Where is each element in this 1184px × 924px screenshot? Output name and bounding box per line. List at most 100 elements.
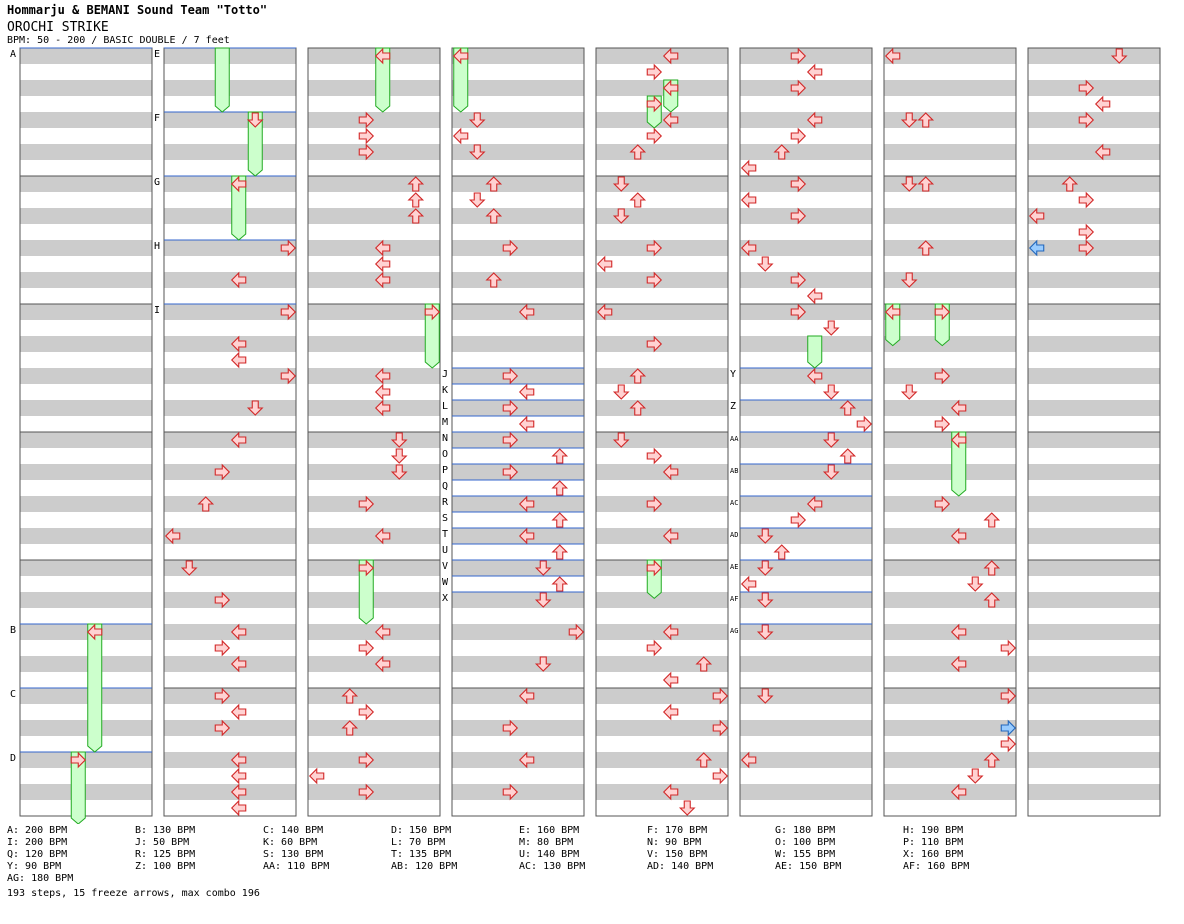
step-arrow xyxy=(485,272,503,288)
step-arrow xyxy=(534,592,552,608)
step-arrow xyxy=(983,560,1001,576)
step-arrow xyxy=(900,384,918,400)
step-arrow xyxy=(230,175,247,193)
step-arrow xyxy=(629,192,647,208)
beat-band xyxy=(596,48,728,64)
bpm-label: M xyxy=(442,417,448,428)
beat-band xyxy=(1028,400,1160,416)
freeze-arrow xyxy=(375,47,391,113)
step-arrow xyxy=(646,559,663,577)
beat-band xyxy=(596,432,728,448)
step-arrow xyxy=(551,480,569,496)
step-arrow xyxy=(934,495,951,513)
step-arrow xyxy=(596,303,613,321)
beat-band xyxy=(164,80,296,96)
step-arrow xyxy=(214,719,231,737)
bpm-label: AB xyxy=(730,467,738,475)
bpm-label: A xyxy=(10,49,16,60)
step-arrow xyxy=(917,176,935,192)
step-arrow xyxy=(214,687,231,705)
beat-band xyxy=(740,464,872,480)
step-arrow xyxy=(662,703,679,721)
step-arrow xyxy=(230,783,247,801)
beat-band xyxy=(164,304,296,320)
step-arrow xyxy=(214,591,231,609)
beat-band xyxy=(308,208,440,224)
step-arrow xyxy=(740,239,757,257)
beat-band xyxy=(20,48,152,64)
step-arrow xyxy=(518,751,535,769)
bpm-label: C xyxy=(10,689,16,700)
step-arrow xyxy=(374,655,391,673)
step-arrow xyxy=(756,592,774,608)
step-arrow xyxy=(407,176,425,192)
beat-band xyxy=(164,240,296,256)
step-arrow xyxy=(502,367,519,385)
bpm-label: S xyxy=(442,513,448,524)
beat-band xyxy=(1028,272,1160,288)
bpm-label: J xyxy=(442,369,448,380)
bpm-legend-item: V: 150 BPM xyxy=(647,849,708,860)
step-arrow xyxy=(551,576,569,592)
beat-band xyxy=(1028,752,1160,768)
column-border xyxy=(883,47,1017,817)
step-arrow xyxy=(452,127,469,145)
beat-band xyxy=(164,144,296,160)
step-arrow xyxy=(518,383,535,401)
beat-band xyxy=(452,112,584,128)
step-arrow xyxy=(678,800,696,816)
step-arrow xyxy=(646,239,663,257)
step-arrow xyxy=(790,79,807,97)
freeze-arrow xyxy=(70,751,86,824)
beat-band xyxy=(20,432,152,448)
step-arrow xyxy=(568,623,585,641)
step-arrow xyxy=(341,720,359,736)
beat-band xyxy=(164,336,296,352)
bpm-legend-item: Q: 120 BPM xyxy=(7,849,68,860)
beat-band xyxy=(1028,592,1160,608)
step-arrow xyxy=(646,335,663,353)
beat-band xyxy=(596,464,728,480)
step-arrow xyxy=(950,399,967,417)
bpm-legend-item: AC: 130 BPM xyxy=(519,861,586,872)
step-arrow xyxy=(1028,207,1045,225)
step-arrow xyxy=(230,271,247,289)
bpm-legend-item: E: 160 BPM xyxy=(519,825,580,836)
beat-band xyxy=(884,112,1016,128)
step-arrow xyxy=(551,512,569,528)
beat-band xyxy=(20,400,152,416)
step-arrow xyxy=(612,208,630,224)
bpm-label: W xyxy=(442,577,449,588)
step-arrow xyxy=(806,367,823,385)
beat-band xyxy=(1028,624,1160,640)
bpm-legend-item: S: 130 BPM xyxy=(263,849,324,860)
beat-band xyxy=(452,528,584,544)
beat-band xyxy=(164,400,296,416)
bpm-label: H xyxy=(154,241,160,252)
beat-band xyxy=(452,752,584,768)
step-arrow xyxy=(646,639,663,657)
step-arrow xyxy=(246,400,264,416)
step-arrow xyxy=(1078,223,1095,241)
freeze-arrow xyxy=(951,431,967,497)
beat-band xyxy=(164,432,296,448)
bpm-legend-item: AA: 110 BPM xyxy=(263,861,330,872)
beat-band xyxy=(452,304,584,320)
beat-band xyxy=(884,720,1016,736)
step-arrow xyxy=(452,47,469,65)
step-arrow xyxy=(983,752,1001,768)
column-border xyxy=(595,47,729,817)
step-arrow xyxy=(1094,95,1111,113)
freeze-arrow xyxy=(214,47,230,113)
beat-band xyxy=(164,784,296,800)
bpm-label: N xyxy=(442,433,448,444)
step-arrow xyxy=(646,495,663,513)
step-arrow xyxy=(695,656,713,672)
beat-band xyxy=(20,240,152,256)
step-arrow xyxy=(790,127,807,145)
bpm-legend-item: F: 170 BPM xyxy=(647,825,708,836)
beat-band xyxy=(884,336,1016,352)
step-arrow xyxy=(280,367,297,385)
step-arrow xyxy=(358,127,375,145)
beat-band xyxy=(452,144,584,160)
